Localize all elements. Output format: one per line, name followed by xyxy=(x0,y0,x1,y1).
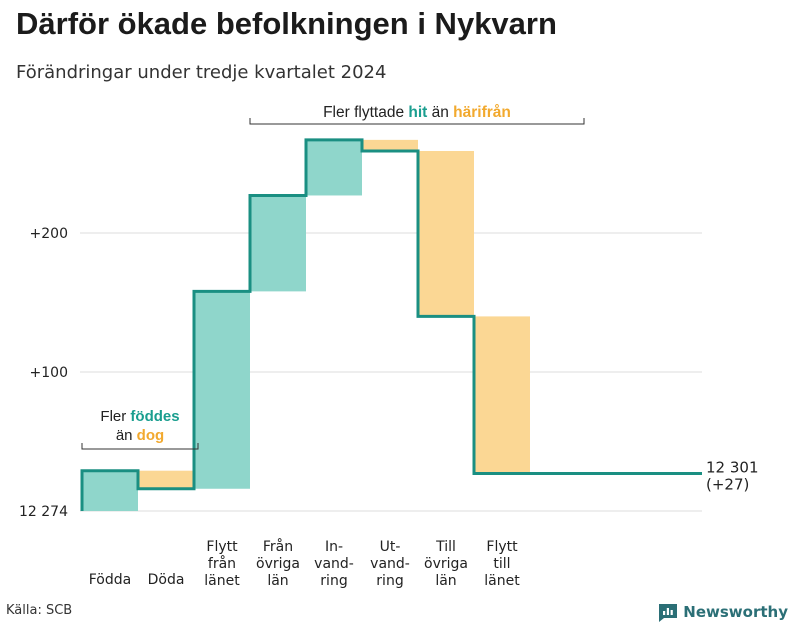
step-line xyxy=(80,138,702,511)
category-label: In- xyxy=(325,539,343,555)
category-label: övriga xyxy=(424,556,468,572)
source-note: Källa: SCB xyxy=(6,603,73,618)
bar-increase xyxy=(82,470,138,511)
births-annotation-line2: än dog xyxy=(116,427,164,444)
bar-increase xyxy=(250,195,306,292)
category-label: län xyxy=(435,573,456,589)
category-label: Flytt xyxy=(206,539,238,555)
chart-title: Därför ökade befolkningen i Nykvarn xyxy=(16,6,557,41)
bar-decrease xyxy=(474,316,530,474)
category-label: vand- xyxy=(370,556,410,572)
bar-increase xyxy=(194,291,250,489)
cumulative-step-line xyxy=(80,138,702,511)
category-label: Födda xyxy=(89,572,131,588)
bar-increase xyxy=(306,139,362,196)
newsworthy-logo-icon xyxy=(659,604,678,622)
category-label: Ut- xyxy=(380,539,401,555)
category-label: vand- xyxy=(314,556,354,572)
category-label: ring xyxy=(376,573,403,589)
category-label: ring xyxy=(320,573,347,589)
category-label: till xyxy=(493,556,510,572)
category-label: övriga xyxy=(256,556,300,572)
category-label: Från xyxy=(263,538,293,555)
migration-annotation: Fler flyttade hit än härifrån xyxy=(323,104,511,121)
category-label: Till xyxy=(435,539,456,555)
end-change-label: (+27) xyxy=(706,475,749,493)
births-annotation-line1: Fler föddes xyxy=(100,408,179,425)
brand-logo: Newsworthy xyxy=(658,600,788,624)
migration-bracket xyxy=(249,118,585,125)
bar-decrease xyxy=(362,139,418,151)
births-bracket xyxy=(81,443,199,450)
category-label: länet xyxy=(484,573,520,589)
bars xyxy=(82,139,530,511)
annotations: Fler föddes än dog Fler flyttade hit än hä… xyxy=(81,104,585,450)
y-base-label: 12 274 xyxy=(19,504,68,520)
bar-decrease xyxy=(138,470,194,489)
chart-subtitle: Förändringar under tredje kvartalet 2024 xyxy=(16,62,387,83)
category-label: län xyxy=(267,573,288,589)
bar-decrease xyxy=(418,150,474,317)
category-label: Döda xyxy=(148,572,185,588)
category-label: från xyxy=(208,555,236,572)
brand-name: Newsworthy xyxy=(683,603,788,621)
y-tick-label: +200 xyxy=(30,226,68,242)
category-label: Flytt xyxy=(486,539,518,555)
gridlines xyxy=(80,232,702,512)
y-tick-label: +100 xyxy=(30,365,68,381)
end-value-label: 12 301 xyxy=(706,458,759,476)
category-label: länet xyxy=(204,573,240,589)
